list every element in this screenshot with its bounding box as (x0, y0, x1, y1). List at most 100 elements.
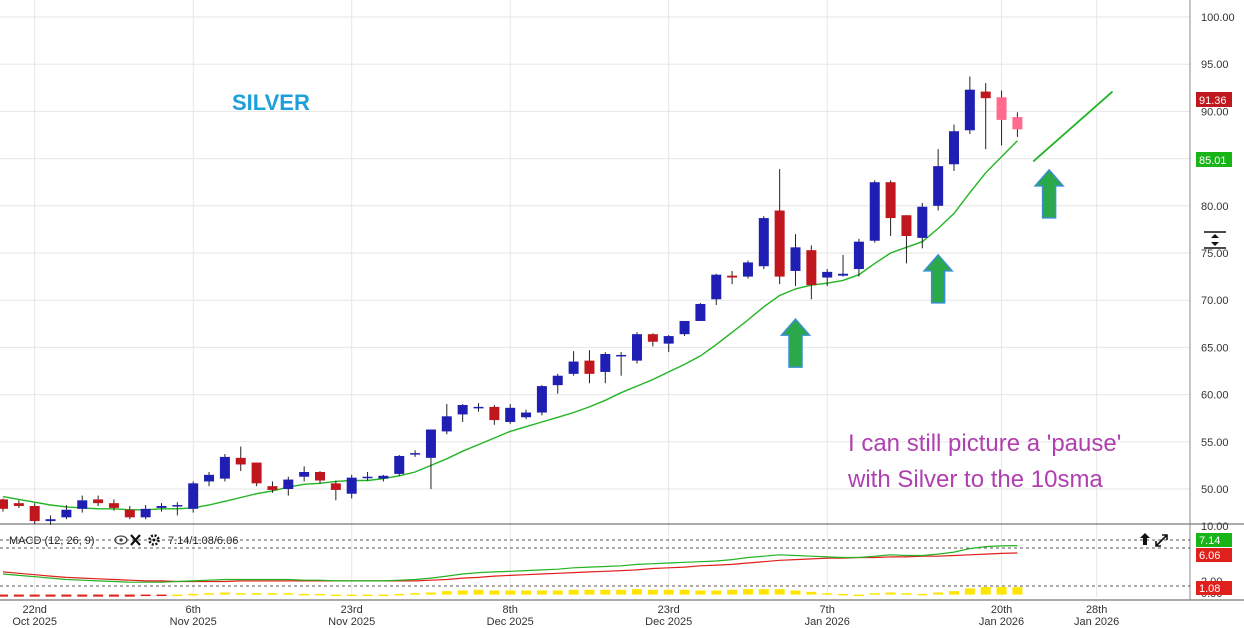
indicator-close-icon[interactable] (130, 534, 141, 546)
histogram-bar (521, 590, 532, 595)
histogram-bar (964, 588, 975, 595)
candle-body (299, 472, 310, 477)
y-tick-label: 90.00 (1201, 106, 1229, 118)
histogram-bar (885, 592, 896, 595)
histogram-bar (505, 590, 516, 595)
histogram-bar (61, 594, 72, 597)
candle-body (394, 455, 405, 474)
candle-body (267, 486, 278, 490)
candle-body (410, 453, 421, 455)
signal-value: 6.06 (1199, 550, 1220, 562)
candle-body (235, 457, 246, 465)
sma-value: 85.01 (1199, 155, 1227, 167)
candle-body (711, 274, 722, 300)
histogram-bar (632, 589, 642, 595)
candle-body (188, 483, 199, 509)
candle-body (679, 320, 690, 335)
candle-body (156, 505, 167, 508)
x-tick-month: Dec 2025 (487, 616, 534, 628)
histogram-bar (774, 589, 785, 595)
histogram-bar (299, 593, 310, 596)
histogram-bar (93, 594, 104, 597)
up-arrow-icon (1033, 168, 1065, 219)
y-tick-label: 50.00 (1201, 484, 1229, 496)
sma10-path (2, 140, 1018, 511)
x-tick-day: 8th (503, 604, 518, 616)
candle-body (425, 429, 436, 458)
candle-body (727, 275, 738, 278)
scale-toggle-icon[interactable] (1204, 231, 1226, 249)
candle-body (457, 404, 468, 415)
candle-body (616, 354, 627, 357)
histogram-bar (441, 591, 452, 595)
histogram-bar (77, 594, 88, 597)
y-tick-label: 65.00 (1201, 342, 1229, 354)
histogram-bar (410, 593, 421, 595)
histogram-bar (378, 594, 389, 597)
x-tick-month: Oct 2025 (12, 616, 57, 628)
indicator-label: MACD (12, 26, 9) (9, 535, 95, 547)
histogram-bar (346, 594, 357, 597)
indicator-eye-icon[interactable] (114, 535, 128, 545)
histogram-bar (536, 590, 547, 595)
x-tick-month: Jan 2026 (1074, 616, 1119, 628)
candle-body (489, 406, 500, 421)
candle-body (853, 241, 864, 270)
histogram-bar (108, 594, 119, 597)
histogram-bar (600, 589, 611, 595)
histogram-bar (663, 589, 674, 595)
y-tick-label: 100.00 (1201, 12, 1235, 24)
panel-move-icon[interactable] (1140, 533, 1150, 545)
indicator-settings-icon[interactable] (148, 534, 160, 546)
x-tick-day: 23rd (658, 604, 680, 616)
candle-body (13, 503, 24, 506)
histogram-bar (156, 594, 167, 597)
candle-body (140, 508, 151, 518)
annotation-line-1: I can still picture a 'pause' (848, 430, 1121, 457)
candle-body (695, 303, 706, 321)
x-tick-day: 23rd (341, 604, 363, 616)
x-tick-day: 28th (1086, 604, 1107, 616)
macd-panel: 10.002.000.00 (0, 521, 1229, 600)
macd-value: 7.14 (1199, 535, 1220, 547)
candle-body (885, 182, 896, 219)
histogram-bar (188, 593, 199, 596)
histogram-bar (489, 590, 500, 595)
candles (0, 76, 1023, 525)
candle-body (584, 360, 595, 374)
candle-body (790, 247, 801, 271)
hist-badge: 1.08 (1196, 581, 1232, 595)
candle-body (93, 499, 104, 504)
histogram-bar (790, 590, 801, 595)
candle-body (362, 476, 373, 479)
y-tick-label: 95.00 (1201, 59, 1229, 71)
candle-body (505, 407, 516, 422)
histogram-bar (980, 587, 991, 595)
candle-body (204, 474, 215, 482)
y-tick-label: 80.00 (1201, 201, 1229, 213)
candle-body (996, 97, 1007, 120)
histogram-bar (204, 593, 215, 595)
macd-line (2, 545, 1018, 583)
hist-value: 1.08 (1199, 583, 1220, 595)
price-grid (0, 0, 1190, 597)
histogram-bar (45, 594, 56, 597)
histogram-bar (695, 590, 706, 595)
histogram-bar (362, 594, 373, 597)
candle-body (647, 334, 658, 342)
price-axis: 100.0095.0090.0085.0080.0075.0070.0065.0… (1189, 0, 1235, 600)
candle-body (806, 250, 817, 286)
panel-expand-icon[interactable] (1155, 534, 1168, 547)
histogram-bar (394, 593, 405, 596)
histogram-bar (679, 589, 690, 595)
histogram-bar (901, 593, 912, 595)
up-arrow-icon (779, 317, 812, 368)
histogram-bar (616, 589, 627, 595)
histogram-bar (647, 589, 658, 595)
x-tick-month: Jan 2026 (979, 616, 1024, 628)
histogram-bar (822, 593, 833, 595)
projection-segment (1032, 90, 1114, 163)
last-price-badge: 91.36 (1196, 92, 1232, 107)
candle-body (219, 456, 230, 479)
